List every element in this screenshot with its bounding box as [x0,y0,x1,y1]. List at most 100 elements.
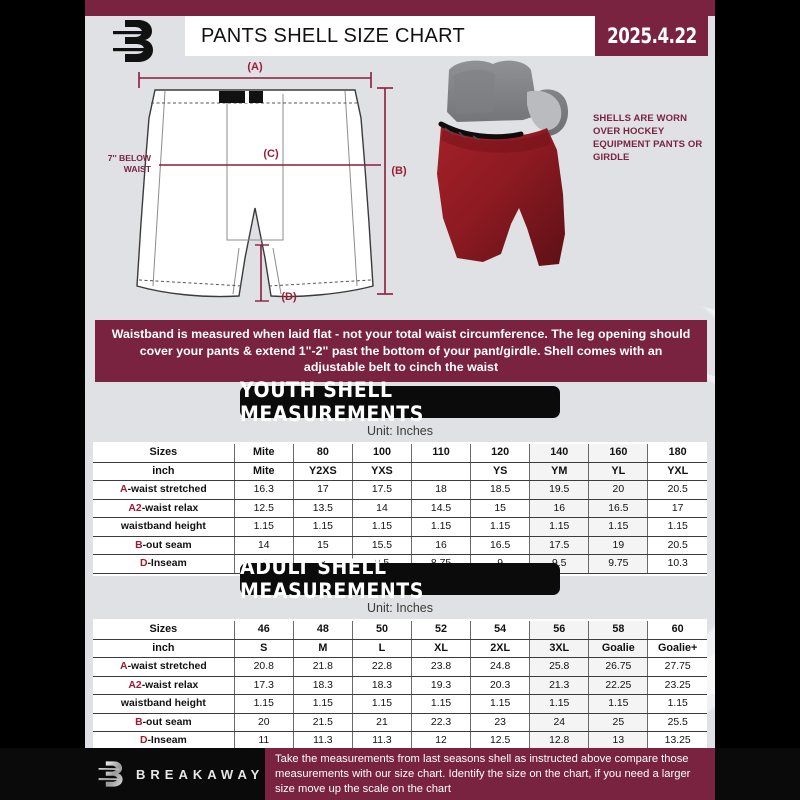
footer-breakaway-logo-icon [98,761,123,787]
below-waist-label-line1: 7'' BELOW [108,153,152,163]
table-cell: 25 [588,713,649,732]
table-cell: 23.8 [411,657,472,677]
table-cell: 24 [529,713,590,732]
table-cell: 17.5 [529,536,590,555]
row-label-marker: B [135,539,143,551]
table-cell: 1.15 [411,694,472,714]
table-cell: 1.15 [352,517,413,537]
table-cell: Goalie+ [647,639,707,658]
table-cell: 58 [588,621,649,640]
table-cell: 20 [588,480,649,500]
row-label: Sizes [93,444,235,463]
table-cell: 25.5 [647,713,707,732]
row-label: A2-waist relax [93,499,235,518]
row-label-marker: B [135,716,143,728]
table-cell: 100 [352,444,413,463]
adult-unit-label: Unit: Inches [366,601,433,615]
row-label: B-out seam [93,536,235,555]
footer-brand-name: BREAKAWAY [136,767,265,782]
breakaway-b-logo-icon [113,20,153,62]
table-row: B-out seam 20 21.5 21 22.3 23 24 25 25.5 [93,713,707,732]
table-cell: 20.5 [647,536,707,555]
adult-table-wrap: Sizes 46 48 50 52 54 56 58 60 inch S M L XL 2XL 3XL Goal… [93,619,707,753]
table-cell: 25.8 [529,657,590,677]
table-cell: YS [470,462,531,481]
table-cell: 80 [293,444,353,463]
table-cell: 21.3 [529,676,590,695]
table-cell: 1.15 [588,517,649,537]
row-label: D-Inseam [93,554,235,574]
table-cell: 21 [352,713,413,732]
belt-buckle-icon [219,91,263,103]
table-cell: 52 [411,621,472,640]
table-cell: 14 [234,536,294,555]
date-badge: 2025.4.22 [595,16,708,56]
table-cell: 10.3 [647,554,707,574]
table-row: A-waist stretched 16.3 17 17.5 18 18.5 19.5 20 2… [93,480,707,500]
youth-unit-label: Unit: Inches [366,424,433,438]
below-waist-label-line2: WAIST [124,164,152,174]
table-cell: 160 [588,444,649,463]
table-row: waistband height 1.15 1.15 1.15 1.15 1.15 1.15… [93,694,707,714]
table-cell: 16.3 [234,480,294,500]
table-cell: L [352,639,413,658]
table-cell: 23.25 [647,676,707,695]
row-label-marker: A2 [128,679,142,691]
table-cell: 1.15 [470,517,531,537]
table-cell: Goalie [588,639,649,658]
row-label-marker: D [139,558,148,569]
table-cell: 1.15 [470,694,531,714]
table-cell: 14 [352,499,413,518]
table-cell: 16.5 [470,536,531,555]
table-cell: 26.75 [588,657,649,677]
table-cell: 13.5 [293,499,353,518]
header: PANTS SHELL SIZE CHART 2025.4.22 [85,14,715,62]
table-cell: 1.15 [352,694,413,714]
table-cell: 24.8 [470,657,531,677]
row-label: A-waist stretched [93,657,235,677]
table-cell: 14.5 [411,499,472,518]
page-title-text: PANTS SHELL SIZE CHART [201,24,466,47]
table-row: A-waist stretched 20.8 21.8 22.8 23.8 24.8 25.… [93,657,707,677]
table-cell: Y2XS [293,462,353,481]
table-cell: 1.15 [647,517,707,537]
diagram-area: (A) (B) (C) (D) 7'' BELOW WAIST [85,58,715,316]
table-row: B-out seam 14 15 15.5 16 16.5 17.5 19 20.5 [93,536,707,555]
measurement-instructions-banner: Waistband is measured when laid flat - n… [95,320,707,382]
table-cell: 1.15 [293,517,353,537]
table-cell: 15 [470,499,531,518]
table-cell: 18.3 [293,676,353,695]
table-cell: Mite [234,462,294,481]
photo-note: SHELLS ARE WORN OVER HOCKEY EQUIPMENT PA… [593,113,703,163]
table-cell: 19.3 [411,676,472,695]
dimension-label-a: (A) [247,61,263,73]
row-label-marker: A [120,484,128,495]
table-cell: 18 [411,480,472,500]
table-cell: 1.15 [234,517,294,537]
adult-measurements-table: Sizes 46 48 50 52 54 56 58 60 inch S M L XL 2XL 3XL Goal… [93,621,707,751]
table-row: Sizes 46 48 50 52 54 56 58 60 [93,621,707,640]
table-cell: 16 [529,499,590,518]
table-cell: 60 [647,621,707,640]
table-cell: 17 [647,499,707,518]
table-cell: 1.15 [234,694,294,714]
row-label: A2-waist relax [93,676,235,695]
table-cell [411,462,472,481]
table-row: Sizes Mite 80 100 110 120 140 160 180 [93,444,707,463]
table-cell: 22.8 [352,657,413,677]
row-label: inch [93,462,235,481]
pants-technical-drawing: (A) (B) (C) (D) 7'' BELOW WAIST [108,61,407,303]
youth-tbody: Sizes Mite 80 100 110 120 140 160 180 inch Mite Y2X… [93,444,707,574]
product-photo [437,60,569,266]
table-cell: 16.5 [588,499,649,518]
table-cell: 17.3 [234,676,294,695]
table-cell: 12.8 [529,731,590,751]
table-cell: 22.25 [588,676,649,695]
table-cell: 2XL [470,639,531,658]
table-cell: 18.5 [470,480,531,500]
table-cell: 1.15 [293,694,353,714]
table-cell: 20 [234,713,294,732]
table-cell: 1.15 [411,517,472,537]
table-cell: 120 [470,444,531,463]
